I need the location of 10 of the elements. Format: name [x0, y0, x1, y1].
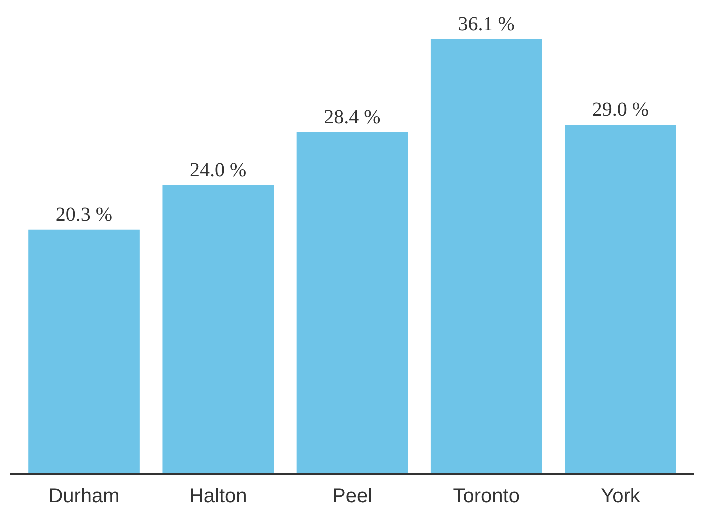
data-label: 29.0 % — [592, 99, 650, 122]
data-label: 28.4 % — [324, 106, 381, 128]
x-tick-label: Peel — [332, 486, 373, 508]
data-label: 24.0 % — [190, 159, 247, 182]
data-label: 36.1 % — [458, 13, 515, 36]
x-tick-label: Durham — [48, 486, 120, 508]
x-tick-label: Toronto — [453, 486, 520, 508]
x-tick-label: York — [601, 486, 642, 508]
x-tick-label: Halton — [189, 486, 248, 508]
data-label: 20.3 % — [56, 204, 113, 226]
